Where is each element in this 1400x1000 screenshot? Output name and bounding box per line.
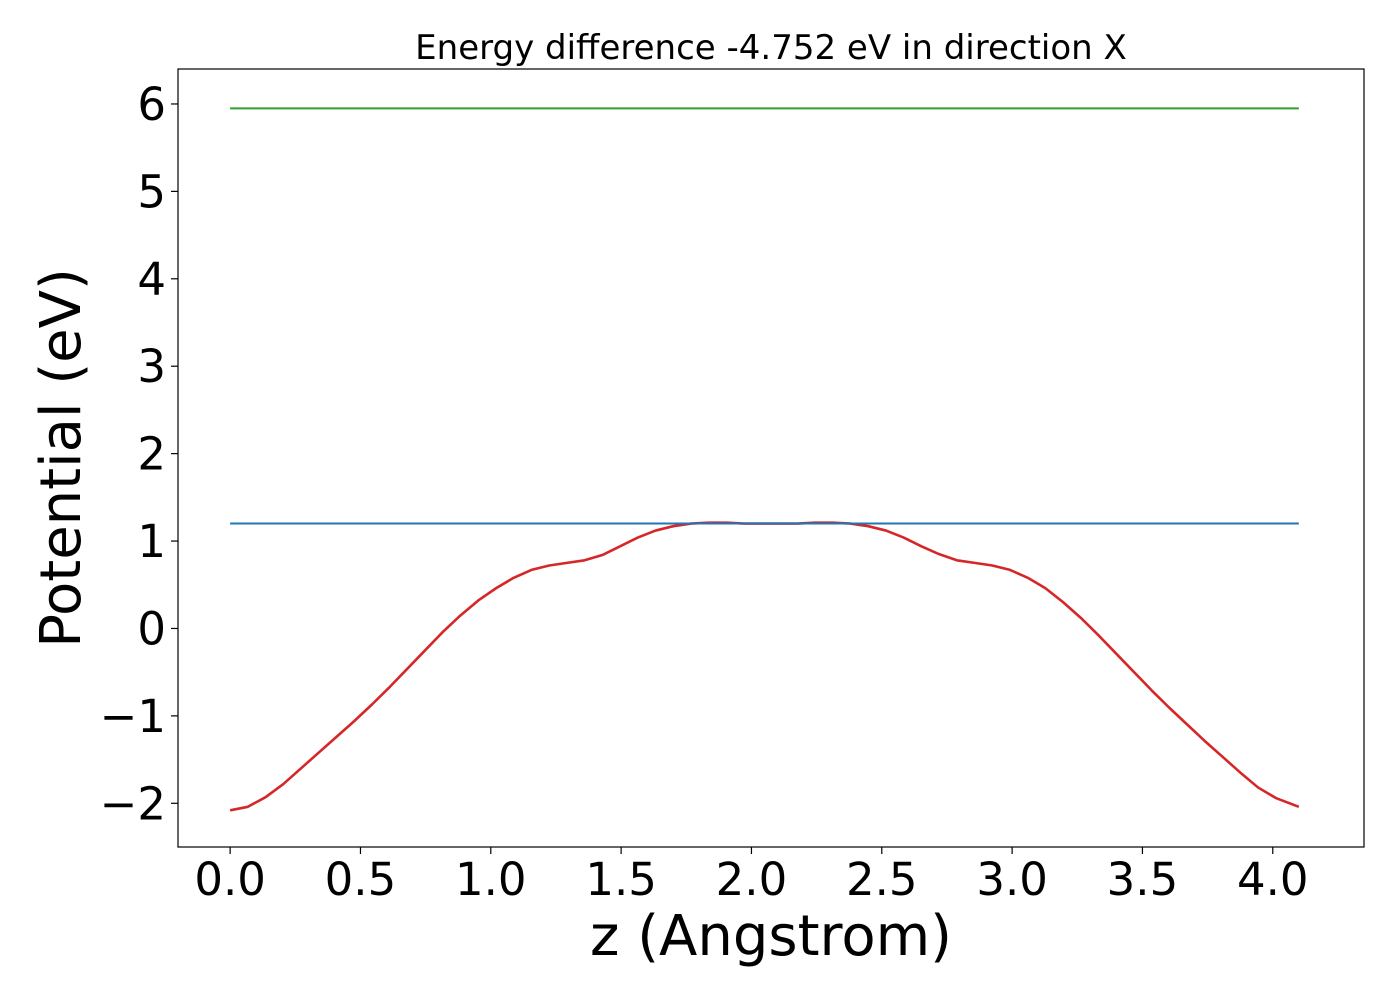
x-tick-label: 3.5 [1107,853,1179,906]
x-axis-ticks: 0.0 0.5 1.0 1.5 2.0 2.5 3.0 3.5 4.0 [194,847,1309,906]
chart-title: Energy difference -4.752 eV in direction… [415,28,1127,68]
x-axis-label: z (Angstrom) [590,904,952,969]
y-tick-label: 1 [137,515,166,568]
y-tick-label: 4 [137,253,166,306]
y-tick-label: 0 [137,602,166,655]
x-tick-label: 2.5 [846,853,918,906]
plot-frame [177,68,1365,848]
x-tick-label: 0.5 [325,853,397,906]
y-tick-label: 5 [137,165,166,218]
y-tick-label: −2 [100,777,166,830]
x-tick-label: 3.0 [976,853,1048,906]
series-layer [229,107,1300,812]
y-tick-label: −1 [100,690,166,743]
y-tick-label: 6 [137,78,166,131]
x-tick-label: 1.0 [455,853,527,906]
x-tick-label: 4.0 [1237,853,1309,906]
x-tick-label: 2.0 [716,853,788,906]
y-axis-ticks: −2 −1 0 1 2 3 4 5 6 [100,78,178,830]
y-axis-label: Potential (eV) [29,268,94,648]
y-tick-label: 2 [137,428,166,481]
x-tick-label: 0.0 [194,853,266,906]
y-tick-label: 3 [137,340,166,393]
x-tick-label: 1.5 [585,853,657,906]
